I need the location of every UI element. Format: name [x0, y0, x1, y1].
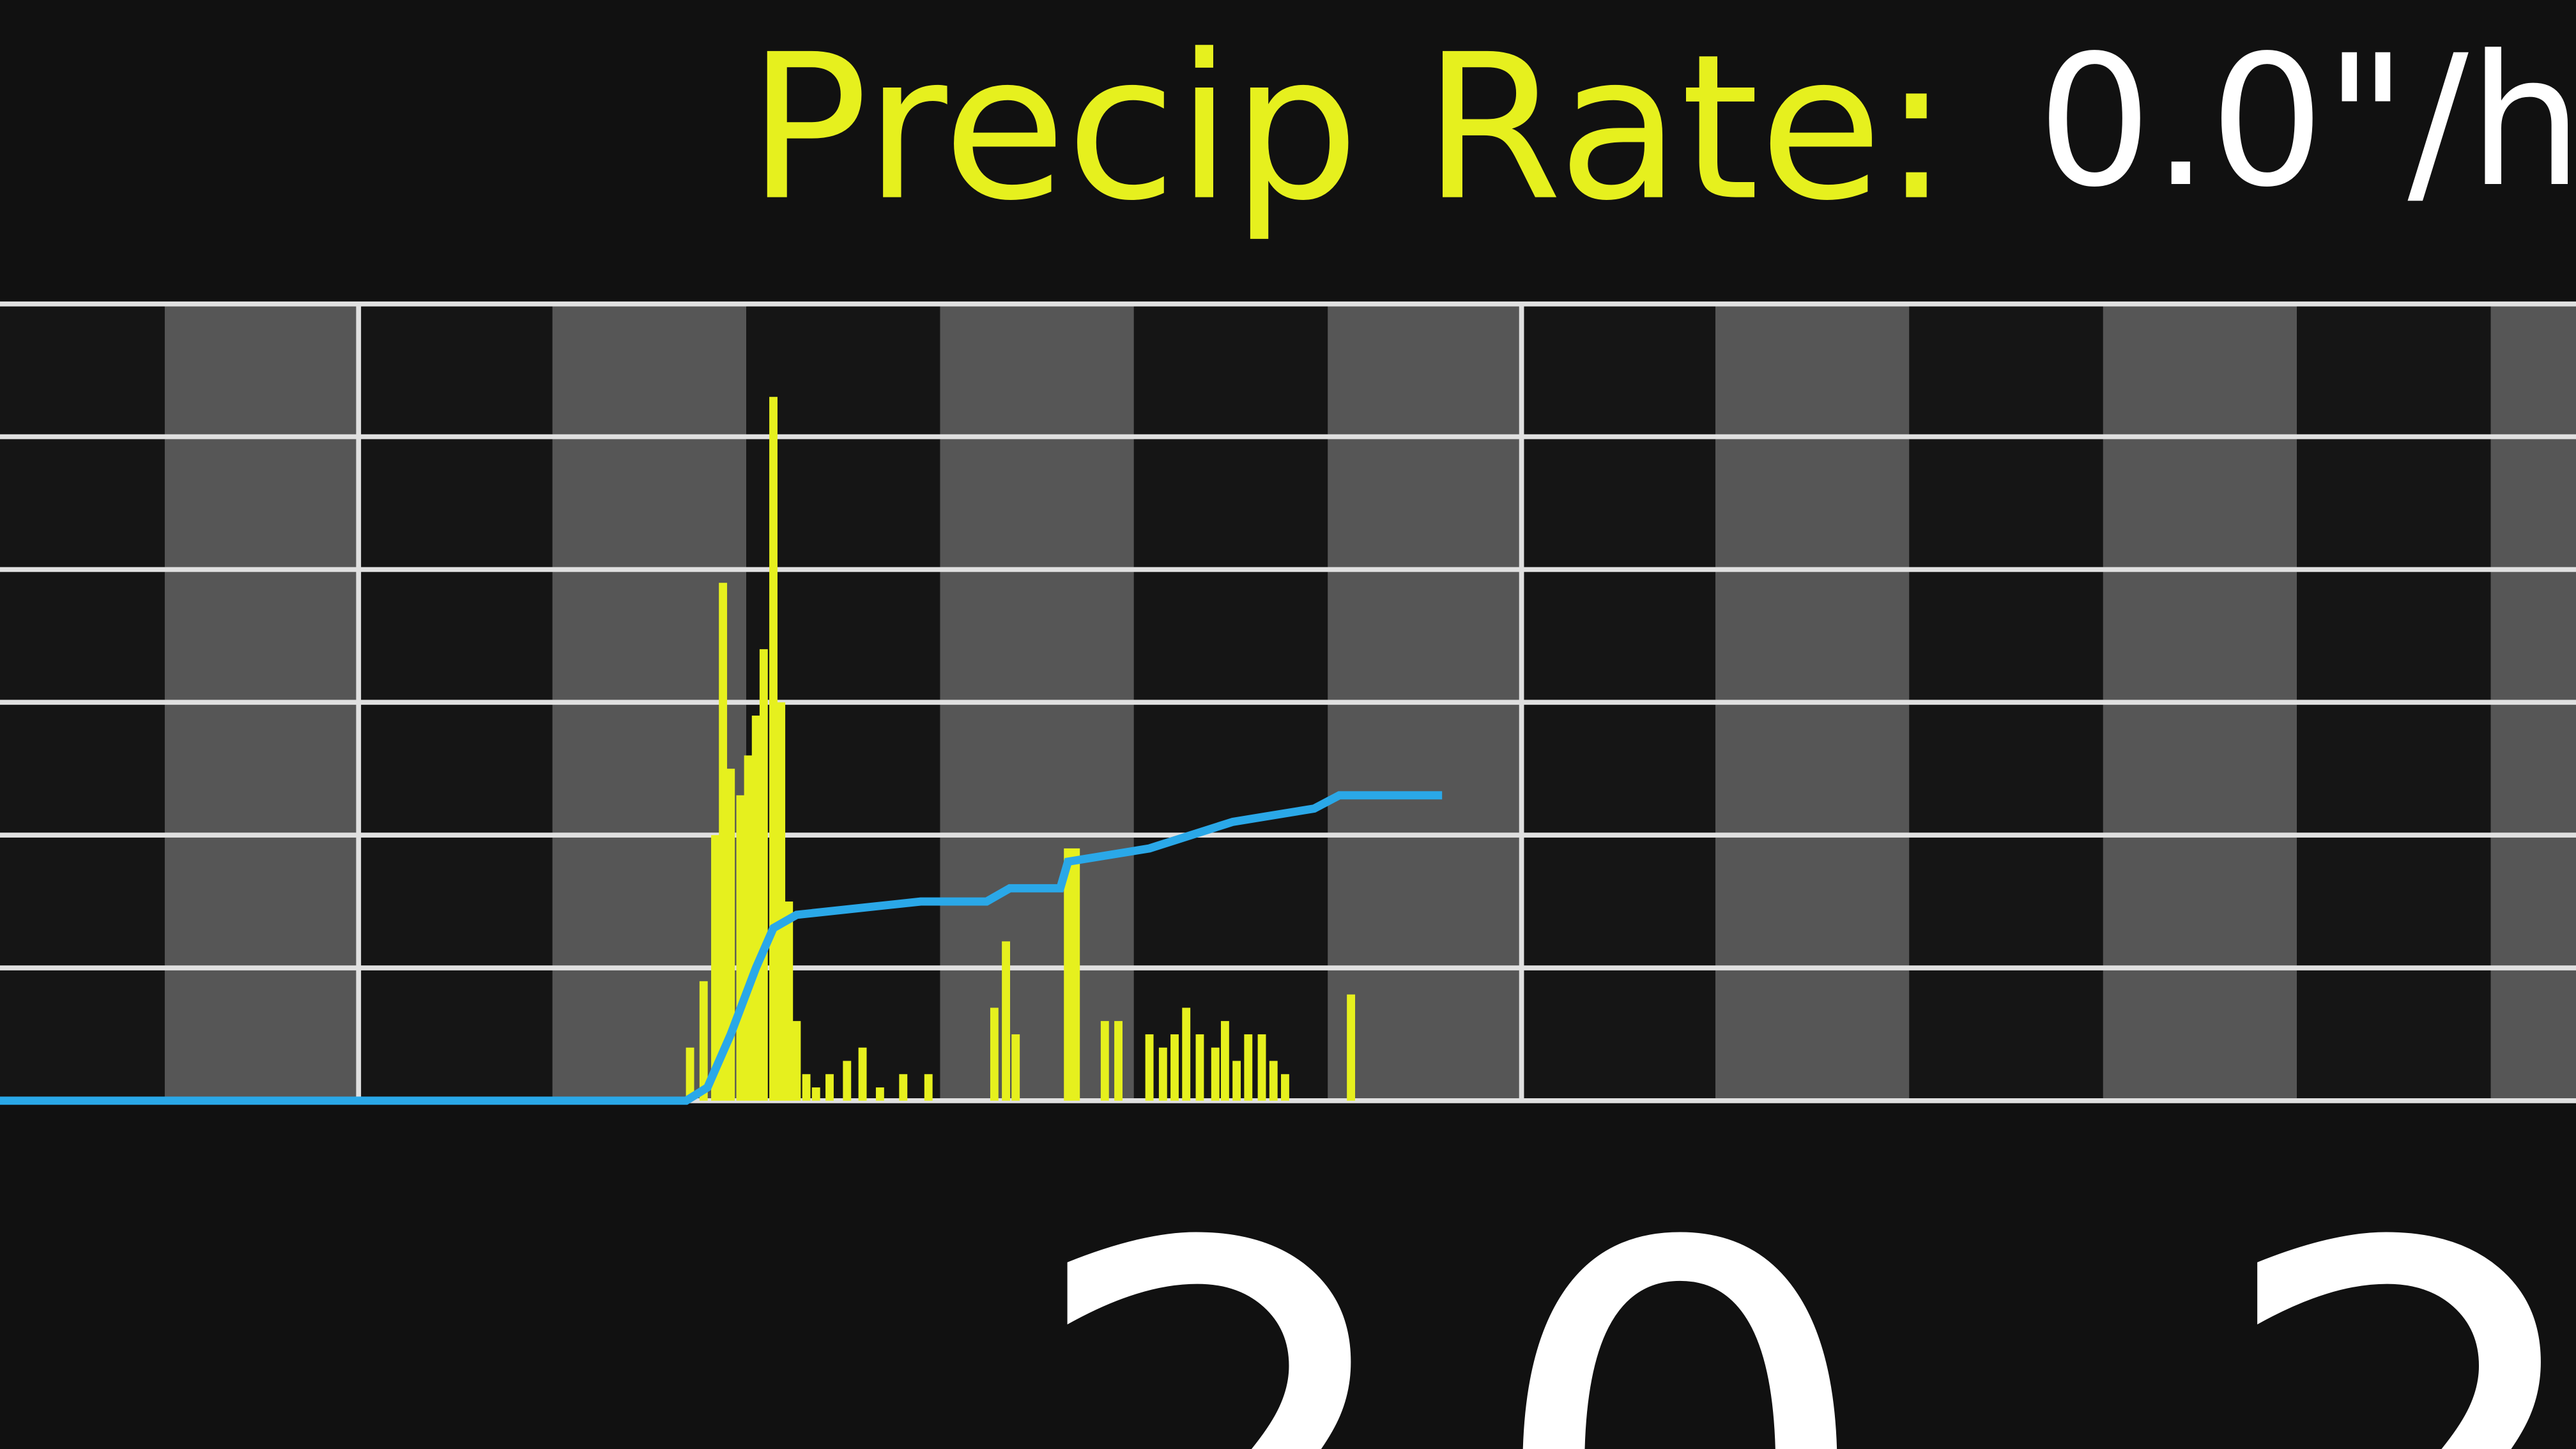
bar: [769, 397, 778, 1101]
precip-rate-label: Precip Rate:: [747, 12, 1950, 245]
bar: [759, 649, 768, 1101]
bar: [1170, 1034, 1179, 1101]
bar: [792, 1021, 801, 1101]
bar: [875, 1087, 884, 1101]
bar: [924, 1074, 933, 1101]
bar: [777, 702, 786, 1101]
bar: [1182, 1008, 1191, 1101]
bar: [1158, 1047, 1167, 1101]
bar: [736, 795, 745, 1101]
bar: [1281, 1074, 1289, 1101]
bar: [1145, 1034, 1154, 1101]
bar: [990, 1008, 999, 1101]
bar: [1114, 1021, 1123, 1101]
bar: [811, 1087, 820, 1101]
bar: [1002, 941, 1011, 1101]
accumulation-line: [0, 791, 1443, 1105]
bar: [858, 1047, 867, 1101]
bottom-reading: 20.2: [1018, 1117, 2576, 1449]
bar: [751, 716, 760, 1101]
bar: [825, 1074, 834, 1101]
bar: [686, 1047, 694, 1101]
bar: [1232, 1061, 1241, 1101]
bar: [1064, 848, 1073, 1101]
bar: [1100, 1021, 1109, 1101]
plot: [0, 301, 2576, 1105]
bar: [1244, 1034, 1253, 1101]
bar: [719, 583, 728, 1101]
bar: [1211, 1047, 1220, 1101]
bar: [744, 755, 753, 1101]
bar: [899, 1074, 908, 1101]
bar: [1257, 1034, 1266, 1101]
bar: [843, 1061, 852, 1101]
bar: [1220, 1021, 1229, 1101]
bar: [802, 1074, 811, 1101]
bar: [1011, 1034, 1020, 1101]
bar: [1071, 848, 1080, 1101]
bar: [711, 835, 719, 1101]
precip-rate-value: 0.0"/h: [2037, 16, 2576, 227]
bar: [1347, 994, 1356, 1101]
bar: [1269, 1061, 1278, 1101]
bar: [699, 981, 708, 1101]
bar: [1195, 1034, 1204, 1101]
bar: [785, 901, 793, 1101]
